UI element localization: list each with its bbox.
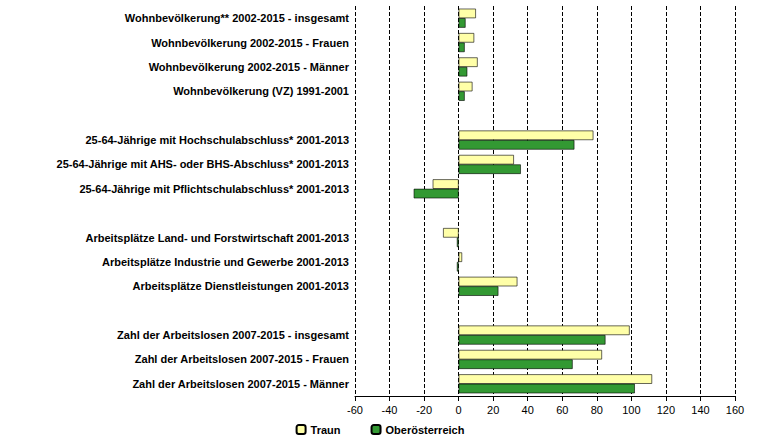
svg-text:60: 60 <box>556 404 568 416</box>
svg-text:Wohnbevölkerung 2002-2015 - Fr: Wohnbevölkerung 2002-2015 - Frauen <box>151 37 349 49</box>
svg-text:Zahl der Arbeitslosen 2007-201: Zahl der Arbeitslosen 2007-2015 - insges… <box>117 329 349 341</box>
svg-text:Arbeitsplätze Dienstleistungen: Arbeitsplätze Dienstleistungen 2001-2013 <box>133 280 349 292</box>
svg-text:-60: -60 <box>347 404 363 416</box>
svg-text:0: 0 <box>456 404 462 416</box>
svg-text:120: 120 <box>657 404 675 416</box>
svg-text:Wohnbevölkerung** 2002-2015 -: Wohnbevölkerung** 2002-2015 - insgesamt <box>125 12 349 24</box>
svg-text:-20: -20 <box>416 404 432 416</box>
svg-text:40: 40 <box>522 404 534 416</box>
svg-text:Zahl der Arbeitslosen 2007-201: Zahl der Arbeitslosen 2007-2015 - Männer <box>132 378 349 390</box>
svg-text:Wohnbevölkerung 2002-2015 - Mä: Wohnbevölkerung 2002-2015 - Männer <box>149 61 350 73</box>
svg-text:140: 140 <box>691 404 709 416</box>
svg-text:Arbeitsplätze Industrie und Ge: Arbeitsplätze Industrie und Gewerbe 2001… <box>102 256 349 268</box>
svg-text:20: 20 <box>487 404 499 416</box>
svg-text:Traun: Traun <box>311 424 341 436</box>
svg-text:Wohnbevölkerung (VZ) 1991-2001: Wohnbevölkerung (VZ) 1991-2001 <box>173 85 349 97</box>
svg-text:Arbeitsplätze Land- und Forstw: Arbeitsplätze Land- und Forstwirtschaft … <box>86 232 349 244</box>
svg-text:Zahl der Arbeitslosen 2007-201: Zahl der Arbeitslosen 2007-2015 - Frauen <box>135 353 349 365</box>
svg-text:-40: -40 <box>382 404 398 416</box>
svg-text:25-64-Jährige mit AHS- oder BH: 25-64-Jährige mit AHS- oder BHS-Abschlus… <box>57 158 349 170</box>
svg-text:Oberösterreich: Oberösterreich <box>386 424 465 436</box>
svg-text:160: 160 <box>726 404 744 416</box>
svg-text:25-64-Jährige mit Pflichtschul: 25-64-Jährige mit Pflichtschulabschluss*… <box>79 183 349 195</box>
svg-text:100: 100 <box>622 404 640 416</box>
svg-text:25-64-Jährige mit Hochschulabs: 25-64-Jährige mit Hochschulabschluss* 20… <box>85 134 349 146</box>
svg-text:80: 80 <box>591 404 603 416</box>
